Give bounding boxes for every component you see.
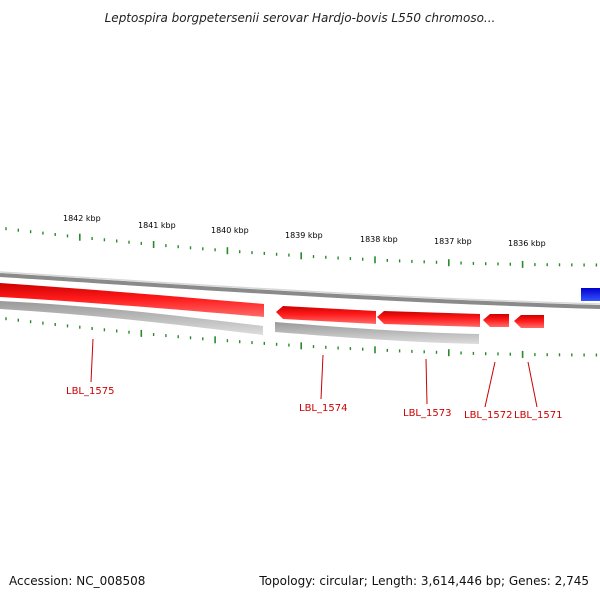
scale-ticks-lower	[5, 317, 598, 358]
scale-tick-label-1836: 1836 kbp	[508, 239, 546, 248]
backbone-track	[0, 273, 600, 309]
scale-tick-label-1842: 1842 kbp	[63, 214, 101, 223]
scale-tick-label-1837: 1837 kbp	[434, 237, 472, 246]
shadow-track-left	[0, 301, 263, 335]
scale-tick-label-1838: 1838 kbp	[360, 235, 398, 244]
accession-text: Accession: NC_008508	[9, 574, 146, 588]
gene-arrow-lbl-1574[interactable]	[276, 306, 376, 324]
scale-tick-label-1840: 1840 kbp	[211, 226, 249, 235]
other-feature-block[interactable]	[581, 288, 600, 301]
map-title: Leptospira borgpetersenii serovar Hardjo…	[104, 11, 496, 25]
gene-leader-lbl-1571	[527, 361, 538, 408]
gene-leader-lbl-1572	[484, 361, 496, 408]
gene-leader-lbl-1575	[90, 338, 94, 383]
gene-arrow-lbl-1571[interactable]	[514, 315, 544, 328]
gene-leader-lbl-1574	[320, 354, 324, 400]
gene-label-lbl-1573: LBL_1573	[403, 408, 451, 419]
topology-summary: Topology: circular; Length: 3,614,446 bp…	[259, 574, 589, 588]
scale-tick-label-1841: 1841 kbp	[138, 221, 176, 230]
scale-tick-label-1839: 1839 kbp	[285, 231, 323, 240]
backbone-track-highlight	[0, 271, 600, 305]
gene-arrow-lbl-1575[interactable]	[0, 283, 264, 317]
gene-label-lbl-1572: LBL_1572	[464, 410, 512, 421]
shadow-track-right	[275, 322, 479, 344]
gene-arrow-lbl-1572[interactable]	[483, 314, 509, 327]
gene-label-lbl-1571: LBL_1571	[514, 410, 562, 421]
gene-label-lbl-1574: LBL_1574	[299, 403, 347, 414]
scale-ticks-upper	[5, 227, 598, 268]
gene-arrow-lbl-1573[interactable]	[377, 311, 480, 327]
gene-leader-lbl-1573	[425, 358, 428, 405]
gene-label-lbl-1575: LBL_1575	[66, 386, 114, 397]
